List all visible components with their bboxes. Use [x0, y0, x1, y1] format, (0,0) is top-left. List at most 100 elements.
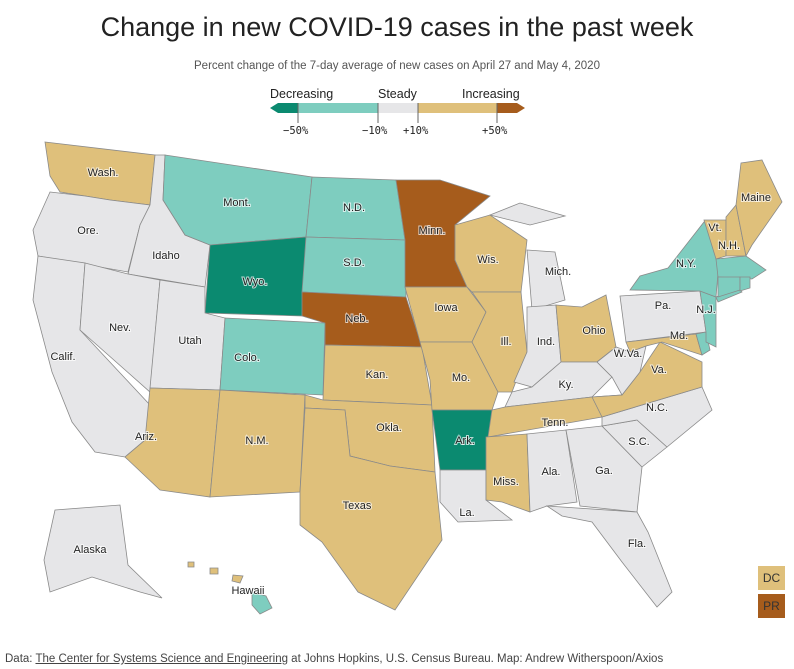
- state-label: La.: [459, 507, 474, 519]
- state-il: [471, 291, 528, 393]
- page-title: Change in new COVID-19 cases in the past…: [100, 12, 694, 42]
- territory-label: DC: [762, 571, 781, 585]
- legend-swatch-strong-decrease: [270, 103, 298, 113]
- state-label: Mich.: [545, 266, 571, 278]
- state-label: Va.: [651, 364, 667, 376]
- state-label: N.H.: [718, 240, 740, 252]
- state-label: Minn.: [419, 225, 446, 237]
- state-shape: [209, 567, 219, 575]
- state-label: Kan.: [366, 369, 389, 381]
- legend-swatch-strong-increase: [497, 103, 525, 113]
- state-label: N.D.: [343, 202, 365, 214]
- state-label: Idaho: [152, 250, 180, 262]
- state-label: Mo.: [452, 372, 470, 384]
- state-label: Okla.: [376, 422, 402, 434]
- state-ma: [715, 255, 767, 280]
- state-label: Ohio: [582, 325, 605, 337]
- state-label: Wis.: [477, 254, 498, 266]
- state-shape: [715, 255, 767, 280]
- state-label: Calif.: [50, 351, 75, 363]
- state-fl: [545, 505, 673, 608]
- state-label: Iowa: [434, 302, 458, 314]
- state-label: N.J.: [696, 304, 716, 316]
- state-shape: [735, 159, 783, 258]
- legend-label-steady: Steady: [378, 87, 417, 101]
- state-label: Neb.: [345, 313, 368, 325]
- state-label: Utah: [178, 335, 201, 347]
- legend-swatch-decrease: [298, 103, 378, 113]
- state-ri: [739, 276, 751, 292]
- state-label: N.M.: [245, 435, 268, 447]
- state-shape: [545, 505, 673, 608]
- legend-tick: +50%: [482, 125, 508, 137]
- state-label: Colo.: [234, 352, 260, 364]
- state-label: Ore.: [77, 225, 98, 237]
- state-ak: [43, 504, 163, 599]
- state-shape: [488, 202, 567, 226]
- state-label: Alaska: [73, 544, 107, 556]
- state-label: Ill.: [501, 336, 512, 348]
- state-label: Tenn.: [542, 417, 569, 429]
- source-link[interactable]: The Center for Systems Science and Engin…: [35, 653, 288, 665]
- state-label: Md.: [670, 330, 688, 342]
- state-label: Hawaii: [231, 585, 264, 597]
- state-label: Nev.: [109, 322, 131, 334]
- state-shape: [251, 591, 273, 615]
- state-wv: [596, 345, 647, 396]
- state-label: S.D.: [343, 257, 364, 269]
- state-label: Mont.: [223, 197, 251, 209]
- state-label: Texas: [343, 500, 372, 512]
- state-label: W.Va.: [614, 348, 643, 360]
- state-shape: [187, 561, 195, 568]
- footer-prefix: Data:: [5, 653, 36, 665]
- legend-swatch-steady: [378, 103, 418, 113]
- state-mi: [488, 202, 567, 311]
- state-label: Wyo.: [243, 276, 268, 288]
- state-al: [526, 429, 578, 513]
- state-label: Ark.: [455, 435, 475, 447]
- state-label: Ky.: [558, 379, 573, 391]
- state-ms: [485, 433, 531, 513]
- state-shape: [596, 345, 647, 396]
- state-label: Ala.: [542, 466, 561, 478]
- territory-pr: PR: [758, 594, 785, 618]
- state-label: N.C.: [646, 402, 668, 414]
- legend-color-bar: [270, 103, 525, 123]
- legend-label-increasing: Increasing: [462, 87, 520, 101]
- state-shape: [231, 574, 244, 584]
- state-me: [735, 159, 783, 258]
- state-label: Pa.: [655, 300, 672, 312]
- state-shape: [471, 291, 528, 393]
- territory-label: PR: [763, 599, 780, 613]
- state-label: Fla.: [628, 538, 646, 550]
- legend-swatch-increase: [418, 103, 497, 113]
- territory-dc: DC: [758, 566, 785, 590]
- state-tx: [299, 407, 443, 611]
- state-shape: [299, 407, 443, 611]
- state-label: Vt.: [708, 222, 721, 234]
- legend-label-decreasing: Decreasing: [270, 87, 334, 101]
- state-shape: [565, 425, 643, 513]
- subtitle: Percent change of the 7-day average of n…: [194, 60, 600, 72]
- state-label: S.C.: [628, 436, 649, 448]
- state-label: Maine: [741, 192, 771, 204]
- state-label: Ind.: [537, 336, 555, 348]
- legend-tick: +10%: [403, 125, 429, 137]
- state-label: Ariz.: [135, 431, 157, 443]
- state-label: Wash.: [88, 167, 119, 179]
- state-label: N.Y.: [676, 258, 696, 270]
- legend-tick: −50%: [283, 125, 309, 137]
- source-footer: Data: The Center for Systems Science and…: [5, 653, 663, 665]
- state-hi: [187, 561, 273, 615]
- state-label: Miss.: [493, 476, 519, 488]
- state-label: Ga.: [595, 465, 613, 477]
- state-shape: [739, 276, 751, 292]
- state-ga: [565, 425, 643, 513]
- state-shape: [43, 504, 163, 599]
- state-shape: [526, 429, 578, 513]
- legend-tick: −10%: [362, 125, 388, 137]
- state-shape: [526, 249, 566, 311]
- footer-suffix: at Johns Hopkins, U.S. Census Bureau. Ma…: [287, 653, 664, 665]
